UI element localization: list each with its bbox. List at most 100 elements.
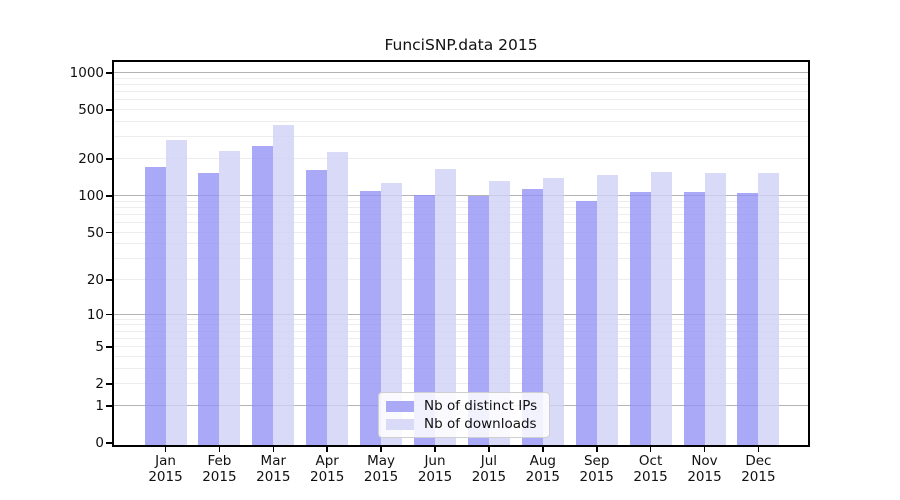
legend-swatch-distinct-ips-icon bbox=[386, 400, 414, 412]
y-axis-tick-label: 500 bbox=[78, 102, 104, 119]
bar-downloads-apr bbox=[327, 152, 349, 445]
gridline-major bbox=[114, 313, 808, 315]
x-axis-tick bbox=[649, 447, 652, 452]
chart-title: FunciSNP.data 2015 bbox=[384, 36, 538, 54]
legend-entry-downloads: Nb of downloads bbox=[386, 416, 541, 432]
bar-distinct-ips-dec bbox=[737, 192, 759, 445]
y-axis-tick bbox=[106, 195, 112, 197]
bar-distinct-ips-aug bbox=[521, 188, 543, 445]
x-axis-tick bbox=[596, 447, 598, 452]
y-axis-tick-label: 10 bbox=[86, 306, 104, 323]
x-axis-label-mar: Mar 2015 bbox=[256, 453, 291, 485]
x-axis-label-feb: Feb 2015 bbox=[202, 453, 237, 485]
gridline-minor bbox=[114, 330, 808, 332]
gridline-minor bbox=[114, 324, 808, 326]
gridline-minor bbox=[114, 243, 808, 245]
y-axis-tick bbox=[106, 383, 112, 385]
bar-distinct-ips-nov bbox=[683, 192, 705, 445]
x-axis-label-nov: Nov 2015 bbox=[687, 453, 722, 485]
y-axis-tick bbox=[106, 231, 112, 234]
bar-distinct-ips-oct bbox=[629, 191, 651, 445]
x-axis-label-jun: Jun 2015 bbox=[417, 453, 453, 485]
x-axis-tick bbox=[488, 447, 490, 452]
x-axis-tick bbox=[757, 447, 760, 452]
gridline-minor bbox=[114, 355, 808, 357]
bar-downloads-oct bbox=[650, 171, 672, 445]
bar-distinct-ips-apr bbox=[306, 170, 328, 445]
gridline-minor bbox=[114, 77, 808, 79]
x-axis-label-sep: Sep 2015 bbox=[579, 453, 614, 485]
y-axis-tick-label: 20 bbox=[86, 272, 104, 288]
plot-area bbox=[112, 60, 810, 447]
y-axis-tick-label: 200 bbox=[78, 151, 104, 167]
y-axis-tick-label: 2 bbox=[95, 376, 104, 393]
gridline-minor bbox=[114, 121, 808, 122]
x-axis-label-jul: Jul 2015 bbox=[471, 453, 507, 485]
gridline-minor bbox=[114, 383, 808, 385]
bar-distinct-ips-feb bbox=[198, 173, 220, 445]
y-axis-tick bbox=[106, 109, 112, 111]
x-axis-tick bbox=[272, 447, 275, 452]
gridline-major bbox=[114, 194, 808, 196]
gridline-minor bbox=[114, 213, 808, 215]
gridline-minor bbox=[114, 367, 808, 369]
gridline-minor bbox=[114, 84, 808, 85]
x-axis-label-oct: Oct 2015 bbox=[633, 453, 668, 485]
bar-downloads-jul bbox=[488, 181, 510, 445]
bar-distinct-ips-jan bbox=[144, 166, 166, 445]
gridline-minor bbox=[114, 200, 808, 202]
x-axis-label-aug: Aug 2015 bbox=[525, 453, 560, 485]
y-axis-tick bbox=[106, 72, 112, 74]
y-axis-tick-label: 1000 bbox=[69, 65, 104, 81]
gridline-minor bbox=[114, 221, 808, 223]
legend-label-distinct-ips: Nb of distinct IPs bbox=[424, 398, 538, 414]
legend-entry-distinct-ips: Nb of distinct IPs bbox=[386, 398, 541, 414]
x-axis-label-apr: Apr 2015 bbox=[310, 453, 345, 485]
x-axis-tick bbox=[434, 447, 436, 452]
legend-label-downloads: Nb of downloads bbox=[424, 416, 537, 432]
bar-distinct-ips-may bbox=[360, 190, 382, 445]
gridline-minor bbox=[114, 318, 808, 320]
bar-downloads-nov bbox=[704, 173, 726, 445]
bar-downloads-dec bbox=[758, 172, 780, 445]
bar-downloads-may bbox=[381, 183, 403, 445]
y-axis-tick bbox=[106, 313, 112, 316]
gridline-minor bbox=[114, 279, 808, 280]
legend: Nb of distinct IPs Nb of downloads bbox=[378, 392, 550, 438]
x-axis-tick bbox=[218, 447, 221, 452]
gridline-minor bbox=[114, 231, 808, 233]
gridline-minor bbox=[114, 346, 808, 348]
x-axis-tick bbox=[542, 447, 544, 452]
plot-inner bbox=[114, 62, 808, 445]
y-axis-tick bbox=[106, 405, 112, 407]
y-axis-tick bbox=[106, 279, 112, 281]
bar-downloads-mar bbox=[273, 124, 295, 445]
y-axis-tick-label: 5 bbox=[95, 339, 104, 356]
gridline-minor bbox=[114, 206, 808, 208]
legend-swatch-downloads-icon bbox=[386, 418, 414, 430]
bar-downloads-jan bbox=[165, 140, 187, 445]
x-axis-tick bbox=[164, 447, 167, 452]
y-axis-tick bbox=[106, 442, 112, 444]
gridline-minor bbox=[114, 99, 808, 101]
y-axis-tick bbox=[106, 158, 112, 160]
bar-downloads-jun bbox=[435, 168, 456, 445]
x-axis-tick bbox=[703, 447, 706, 452]
gridline-minor bbox=[114, 258, 808, 260]
bar-distinct-ips-mar bbox=[252, 145, 274, 445]
bar-downloads-sep bbox=[596, 174, 618, 445]
bar-distinct-ips-sep bbox=[575, 200, 597, 445]
x-axis-label-jan: Jan 2015 bbox=[148, 453, 183, 485]
y-axis-tick-label: 50 bbox=[86, 224, 104, 241]
x-axis-label-may: May 2015 bbox=[363, 453, 399, 485]
y-axis-tick-label: 0 bbox=[95, 435, 104, 451]
y-axis-tick bbox=[106, 346, 112, 348]
x-axis-tick bbox=[326, 447, 328, 452]
gridline-minor bbox=[114, 337, 808, 339]
gridline-minor bbox=[114, 158, 808, 159]
x-axis-label-dec: Dec 2015 bbox=[741, 453, 776, 485]
bar-distinct-ips-jul bbox=[467, 196, 489, 445]
gridline-minor bbox=[114, 136, 808, 138]
bar-downloads-aug bbox=[542, 178, 564, 445]
gridline-minor bbox=[114, 109, 808, 111]
